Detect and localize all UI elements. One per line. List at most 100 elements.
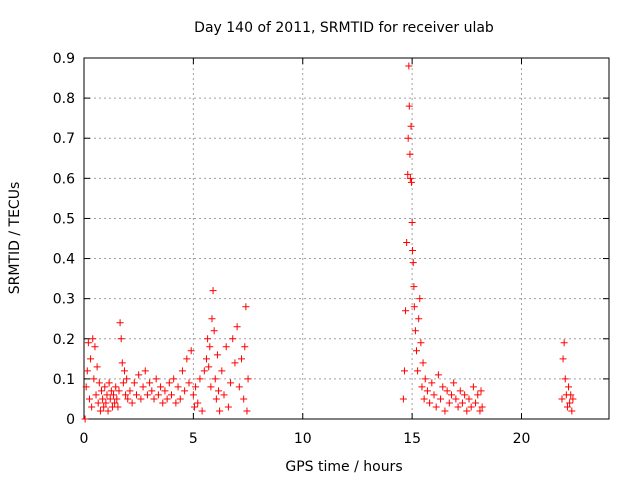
data-point: [560, 339, 568, 347]
data-point: [172, 399, 180, 407]
data-point: [421, 375, 429, 383]
x-tick-label: 20: [513, 431, 531, 447]
data-point: [216, 407, 224, 415]
data-point: [407, 122, 415, 130]
data-point: [566, 399, 574, 407]
data-point: [159, 399, 167, 407]
data-point: [207, 383, 215, 391]
data-point: [407, 178, 415, 186]
data-point: [403, 239, 411, 247]
data-point: [233, 323, 241, 331]
data-point: [224, 403, 232, 411]
data-point: [102, 399, 110, 407]
data-point: [419, 359, 427, 367]
data-point: [559, 355, 567, 363]
data-point: [174, 383, 182, 391]
x-tick-label: 0: [80, 431, 89, 447]
data-point: [99, 395, 107, 403]
data-point: [437, 395, 445, 403]
data-point: [130, 379, 138, 387]
data-point: [178, 367, 186, 375]
data-point: [165, 379, 173, 387]
data-point: [88, 403, 96, 411]
data-point: [90, 375, 98, 383]
data-point: [89, 335, 97, 343]
y-tick-label: 0.8: [53, 91, 75, 107]
data-point: [148, 387, 156, 395]
data-point: [170, 375, 178, 383]
data-point: [240, 395, 248, 403]
data-point: [110, 391, 118, 399]
data-point: [404, 170, 412, 178]
data-point: [478, 403, 486, 411]
data-point: [242, 303, 250, 311]
data-point: [235, 383, 243, 391]
data-point: [91, 343, 99, 351]
data-point: [461, 391, 469, 399]
data-point: [238, 355, 245, 363]
data-point: [415, 315, 423, 323]
data-point: [569, 395, 577, 403]
y-tick-label: 0.3: [53, 292, 75, 308]
data-point: [416, 295, 424, 303]
data-point: [426, 399, 434, 407]
data-point: [98, 387, 105, 395]
data-point: [119, 379, 127, 387]
data-point: [400, 367, 408, 375]
data-points: [81, 62, 577, 423]
data-point: [454, 403, 462, 411]
grid-lines: [84, 58, 609, 419]
data-point: [206, 343, 214, 351]
data-point: [85, 395, 93, 403]
data-point: [192, 383, 200, 391]
data-point: [150, 395, 158, 403]
data-point: [563, 403, 571, 411]
data-point: [123, 375, 131, 383]
data-point: [133, 391, 140, 399]
data-point: [441, 407, 449, 415]
data-point: [418, 383, 426, 391]
data-point: [474, 391, 482, 399]
data-point: [95, 379, 103, 387]
data-point: [185, 379, 193, 387]
data-point: [205, 363, 213, 371]
y-axis-label: SRMTID / TECUs: [7, 182, 23, 295]
data-point: [104, 407, 112, 415]
data-point: [476, 407, 484, 415]
data-point: [423, 387, 431, 395]
data-point: [409, 259, 417, 267]
data-point: [450, 379, 458, 387]
data-point: [115, 387, 123, 395]
data-point: [190, 403, 198, 411]
data-point: [126, 387, 134, 395]
data-point: [231, 359, 239, 367]
data-point: [139, 383, 147, 391]
plot-border: [83, 57, 610, 420]
data-point: [402, 307, 410, 315]
data-point: [463, 407, 471, 415]
data-point: [152, 375, 160, 383]
y-tick-label: 0: [66, 412, 75, 428]
y-tick-label: 0.5: [53, 211, 75, 227]
data-point: [168, 391, 175, 399]
data-point: [218, 367, 226, 375]
y-tick-label: 0.7: [53, 131, 75, 147]
data-point: [448, 391, 455, 399]
data-point: [93, 363, 101, 371]
data-point: [561, 375, 569, 383]
data-point: [137, 395, 145, 403]
data-point: [103, 391, 111, 399]
y-tick-label: 0.4: [53, 252, 75, 268]
data-point: [163, 395, 171, 403]
data-point: [157, 383, 165, 391]
y-tick-label: 0.9: [53, 51, 75, 67]
data-point: [405, 62, 413, 70]
x-tick-label: 15: [403, 431, 421, 447]
data-point: [404, 134, 412, 142]
y-tick-label: 0.6: [53, 171, 75, 187]
data-point: [117, 335, 125, 343]
data-point: [406, 150, 414, 158]
data-point: [204, 335, 212, 343]
data-point: [244, 375, 252, 383]
data-point: [241, 343, 249, 351]
